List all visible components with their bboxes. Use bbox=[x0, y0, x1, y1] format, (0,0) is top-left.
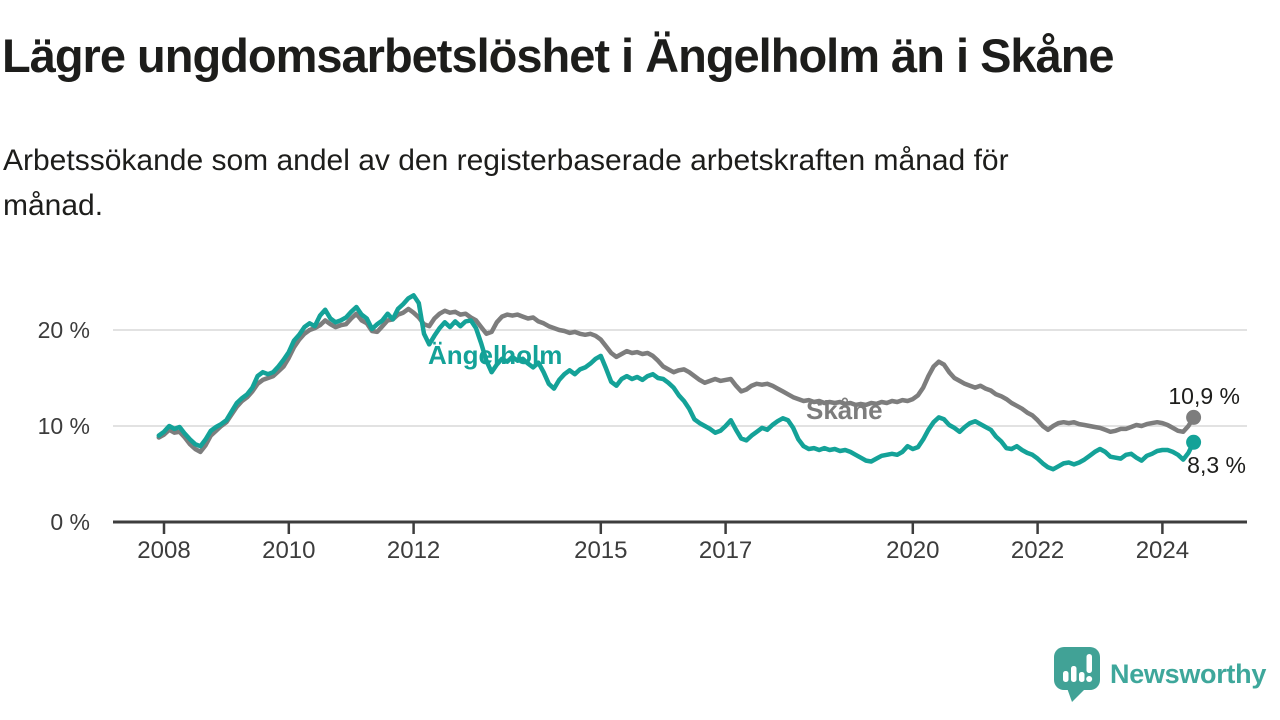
newsworthy-brand: Newsworthy bbox=[1053, 646, 1266, 703]
y-tick-label-20: 20 % bbox=[38, 317, 90, 343]
y-tick-label-0: 0 % bbox=[50, 509, 90, 535]
end-dot-skane bbox=[1186, 409, 1202, 425]
logo-bar-1 bbox=[1063, 671, 1069, 682]
series-label-skane: Skåne bbox=[806, 395, 883, 425]
x-tick-label-2010: 2010 bbox=[262, 537, 315, 564]
subtitle-line-2: månad. bbox=[3, 189, 104, 222]
x-tick-label-2008: 2008 bbox=[137, 537, 190, 564]
logo-exclamation-stem bbox=[1086, 654, 1092, 673]
newsworthy-logo-icon bbox=[1054, 647, 1100, 702]
page-subtitle: Arbetssökande som andel av den registerb… bbox=[3, 138, 1203, 228]
plot-lines bbox=[156, 293, 1202, 472]
series-line-angelholm bbox=[156, 293, 1196, 472]
logo-exclamation-dot bbox=[1086, 676, 1093, 682]
x-tick-label-2012: 2012 bbox=[387, 537, 440, 564]
brand-name: Newsworthy bbox=[1110, 659, 1267, 689]
x-tick-label-2020: 2020 bbox=[886, 537, 939, 564]
logo-bubble bbox=[1054, 647, 1100, 690]
logo-bubble-tail bbox=[1067, 688, 1086, 702]
x-tick-label-2017: 2017 bbox=[699, 537, 752, 564]
x-tick-label-2022: 2022 bbox=[1011, 537, 1064, 564]
x-tick-label-2024: 2024 bbox=[1136, 537, 1189, 564]
x-tick-label-2015: 2015 bbox=[574, 537, 627, 564]
page-title: Lägre ungdomsarbetslöshet i Ängelholm än… bbox=[2, 29, 1115, 82]
end-value-label-skane: 10,9 % bbox=[1168, 383, 1240, 409]
logo-bar-3 bbox=[1079, 672, 1085, 682]
logo-bar-2 bbox=[1071, 666, 1077, 682]
subtitle-line-1: Arbetssökande som andel av den registerb… bbox=[3, 144, 1009, 177]
y-tick-label-10: 10 % bbox=[38, 413, 90, 439]
end-dot-angelholm bbox=[1186, 434, 1202, 450]
series-label-angelholm: Ängelholm bbox=[428, 340, 562, 370]
series-line-skane bbox=[156, 306, 1196, 455]
end-value-label-angelholm: 8,3 % bbox=[1187, 452, 1246, 478]
